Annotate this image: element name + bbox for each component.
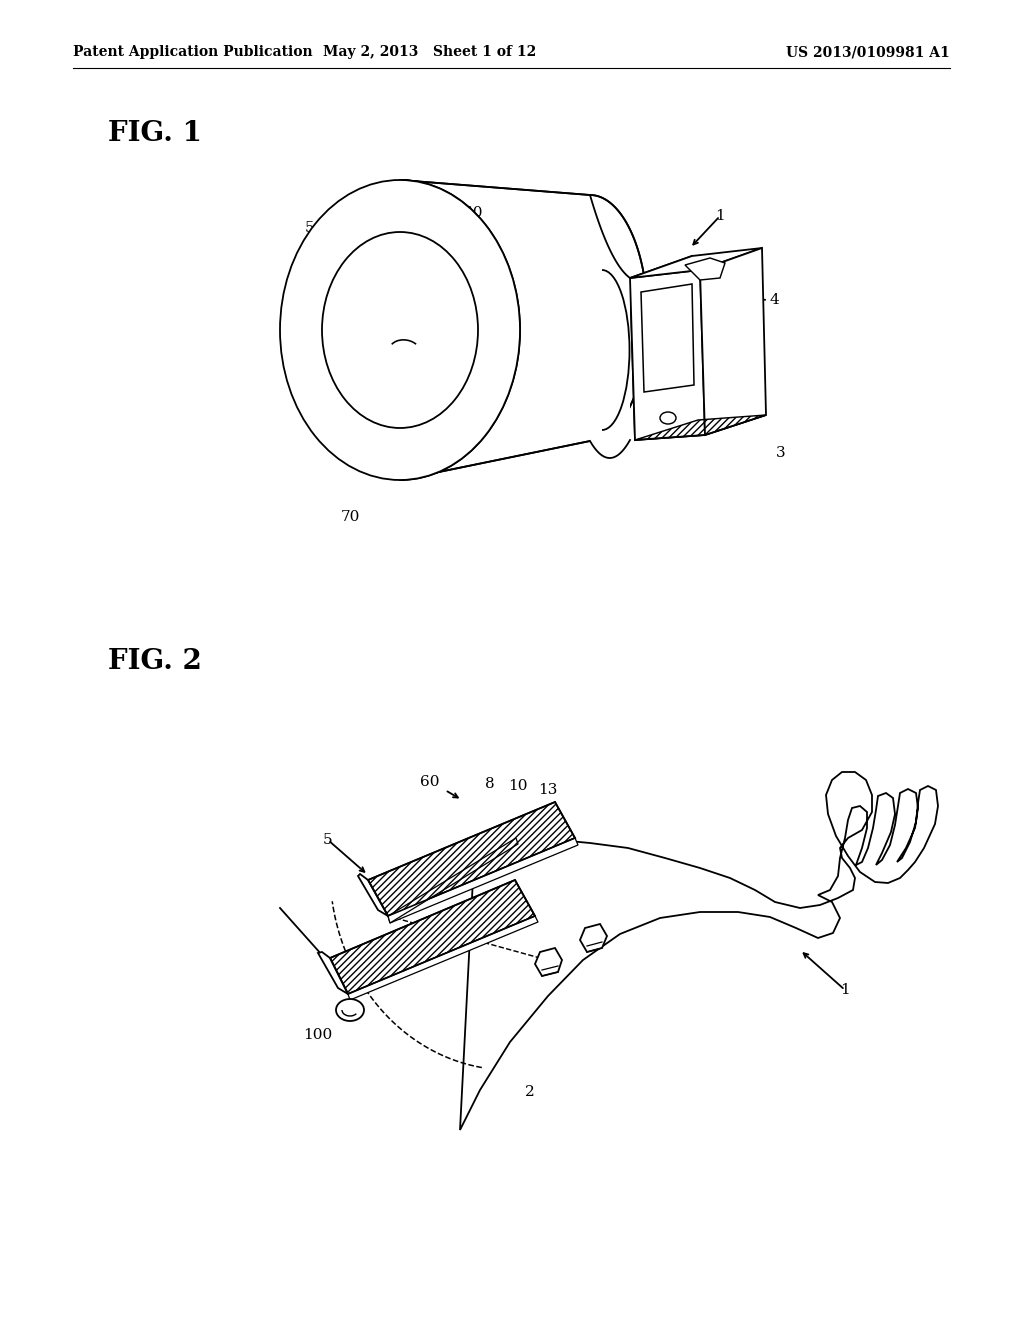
Polygon shape — [400, 180, 647, 480]
Polygon shape — [348, 916, 538, 1001]
Text: 100: 100 — [303, 1028, 333, 1041]
Ellipse shape — [280, 180, 520, 480]
Text: 1: 1 — [840, 983, 850, 997]
Text: 70: 70 — [340, 510, 359, 524]
Polygon shape — [358, 874, 388, 916]
Text: 5: 5 — [324, 833, 333, 847]
Ellipse shape — [336, 999, 364, 1020]
Polygon shape — [368, 803, 575, 916]
Polygon shape — [580, 924, 607, 952]
Text: 60: 60 — [463, 206, 482, 220]
Text: 2: 2 — [725, 276, 735, 290]
Ellipse shape — [660, 412, 676, 424]
Text: 60: 60 — [420, 775, 439, 789]
Text: 10: 10 — [508, 779, 527, 793]
Polygon shape — [630, 248, 762, 279]
Polygon shape — [630, 256, 698, 440]
Polygon shape — [388, 838, 578, 923]
Polygon shape — [330, 880, 535, 994]
Polygon shape — [590, 195, 630, 458]
Text: May 2, 2013   Sheet 1 of 12: May 2, 2013 Sheet 1 of 12 — [324, 45, 537, 59]
Text: 2: 2 — [525, 1085, 535, 1100]
Polygon shape — [641, 284, 694, 392]
Polygon shape — [460, 772, 938, 1130]
Text: 1: 1 — [715, 209, 725, 223]
Polygon shape — [318, 952, 348, 994]
Text: 8: 8 — [485, 777, 495, 791]
Polygon shape — [388, 838, 518, 923]
Text: 3: 3 — [776, 446, 785, 459]
Text: 13: 13 — [539, 783, 558, 797]
Text: FIG. 1: FIG. 1 — [108, 120, 202, 147]
Polygon shape — [700, 248, 766, 436]
Text: FIG. 2: FIG. 2 — [108, 648, 202, 675]
Polygon shape — [535, 948, 562, 975]
Text: 5: 5 — [305, 220, 314, 235]
Text: Patent Application Publication: Patent Application Publication — [73, 45, 312, 59]
Polygon shape — [635, 414, 766, 440]
Ellipse shape — [322, 232, 478, 428]
Text: 4: 4 — [770, 293, 779, 308]
Polygon shape — [685, 257, 725, 280]
Polygon shape — [630, 271, 705, 440]
Text: US 2013/0109981 A1: US 2013/0109981 A1 — [786, 45, 950, 59]
